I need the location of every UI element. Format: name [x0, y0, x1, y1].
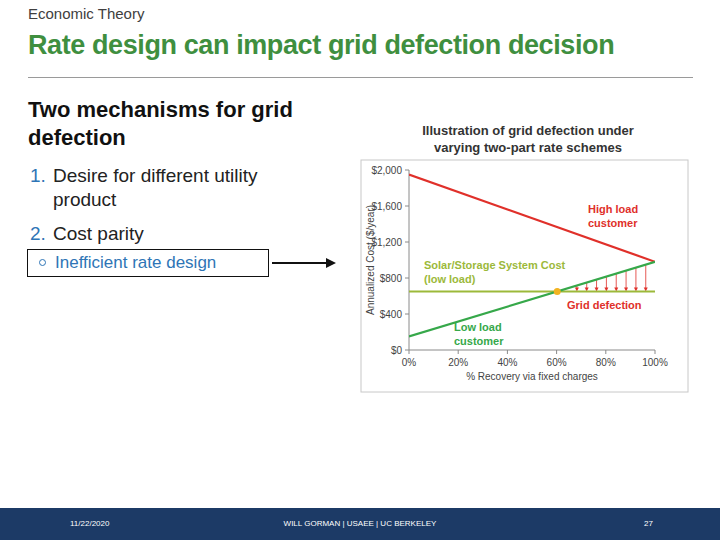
series-line [409, 175, 655, 262]
series-label-line: Low load [454, 321, 502, 333]
y-tick-label: $800 [380, 273, 403, 284]
plot-marks [409, 175, 655, 337]
defection-point [554, 288, 561, 295]
list-text: Cost parity [53, 222, 303, 246]
y-tick [405, 278, 409, 279]
x-tick [507, 350, 508, 354]
defection-arrow [606, 277, 607, 289]
x-tick-label: 100% [642, 357, 668, 368]
series-label: Low load customer [454, 321, 504, 347]
defection-arrow [616, 274, 617, 289]
chart-frame [361, 160, 688, 392]
y-tick-label: $0 [391, 345, 403, 356]
defection-arrow [645, 265, 646, 289]
x-tick-label: 60% [547, 357, 567, 368]
chart-svg: Illustration of grid defection under vary… [0, 0, 720, 540]
series-label: Solar/Storage System Cost (low load) [424, 259, 566, 285]
title-rule [28, 77, 693, 78]
x-tick [556, 350, 557, 354]
series-label: High load customer [588, 203, 638, 229]
y-axis-line [409, 170, 410, 350]
pointer-arrow-head [326, 258, 336, 268]
x-tick-label: 80% [596, 357, 616, 368]
x-axis-line [409, 350, 655, 351]
x-tick [655, 350, 656, 354]
x-tick-label: 40% [497, 357, 517, 368]
pointer-arrow [272, 262, 328, 264]
left-heading: Two mechanisms for grid defection [28, 96, 318, 152]
chart-title-line: Illustration of grid defection under [422, 123, 634, 138]
series-label-line: customer [454, 335, 504, 347]
sub-bullet [39, 259, 46, 266]
slide-title: Rate design can impact grid defection de… [28, 30, 614, 61]
x-tick-label: 20% [448, 357, 468, 368]
series-label-line: Solar/Storage System Cost [424, 259, 566, 271]
y-tick [405, 170, 409, 171]
x-tick [458, 350, 459, 354]
list-number: 1. [30, 164, 46, 188]
footer-page: 27 [644, 519, 653, 528]
list-text: Desire for different utility product [53, 164, 303, 212]
y-tick-label: $1,200 [371, 237, 402, 248]
series-label-line: customer [588, 217, 638, 229]
y-tick-label: $400 [380, 309, 403, 320]
series-label-line: (low load) [424, 273, 476, 285]
slide-header: Economic Theory [28, 5, 144, 22]
y-tick [405, 242, 409, 243]
y-tick [405, 206, 409, 207]
chart-title-line: varying two-part rate schemes [434, 140, 622, 155]
x-tick [605, 350, 606, 354]
annotation: Grid defection [567, 299, 642, 311]
x-axis-label: % Recovery via fixed charges [466, 371, 598, 382]
x-tick-label: 0% [402, 357, 417, 368]
series-line [409, 290, 655, 292]
sub-item-text: Inefficient rate design [55, 252, 216, 274]
list-number: 2. [30, 222, 46, 246]
y-tick-label: $2,000 [371, 165, 402, 176]
x-tick [409, 350, 410, 354]
y-tick [405, 314, 409, 315]
footer-date: 11/22/2020 [70, 519, 109, 528]
chart-title: Illustration of grid defection under vary… [422, 123, 634, 155]
series-label-line: High load [588, 203, 638, 215]
y-tick-label: $1,600 [371, 201, 402, 212]
defection-arrow [635, 268, 636, 289]
y-tick [405, 350, 409, 351]
defection-arrow [626, 271, 627, 289]
series-line [409, 262, 655, 337]
y-axis-label: Annualized Cost ($/year) [365, 205, 376, 315]
footer-author: WILL GORMAN | USAEE | UC BERKELEY [0, 519, 720, 528]
defection-arrow [596, 280, 597, 289]
